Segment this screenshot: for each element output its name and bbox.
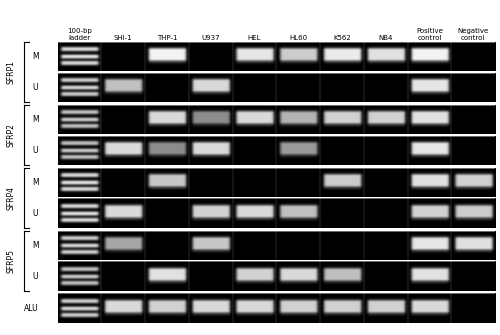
Text: U: U — [32, 209, 38, 218]
Text: U: U — [32, 83, 38, 92]
Text: U937: U937 — [202, 35, 220, 41]
Text: SFRP4: SFRP4 — [6, 186, 16, 210]
Text: U: U — [32, 272, 38, 281]
Text: K562: K562 — [333, 35, 351, 41]
Text: SFRP1: SFRP1 — [6, 60, 16, 84]
Text: U: U — [32, 146, 38, 155]
Text: M: M — [32, 115, 39, 124]
Text: THP-1: THP-1 — [156, 35, 177, 41]
Text: SHI-1: SHI-1 — [114, 35, 132, 41]
Text: M: M — [32, 178, 39, 187]
Text: SFRP5: SFRP5 — [6, 249, 16, 273]
Text: HL60: HL60 — [289, 35, 307, 41]
Text: NB4: NB4 — [378, 35, 393, 41]
Text: M: M — [32, 52, 39, 61]
Text: ALU: ALU — [24, 304, 38, 313]
Text: Negative
control: Negative control — [458, 28, 488, 41]
Text: SFRP2: SFRP2 — [6, 123, 16, 147]
Text: M: M — [32, 241, 39, 250]
Text: HEL: HEL — [248, 35, 261, 41]
Text: 100-bp
ladder: 100-bp ladder — [67, 28, 92, 41]
Text: Positive
control: Positive control — [416, 28, 443, 41]
